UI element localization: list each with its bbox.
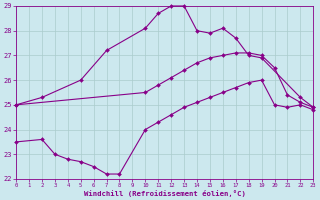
X-axis label: Windchill (Refroidissement éolien,°C): Windchill (Refroidissement éolien,°C) (84, 190, 246, 197)
